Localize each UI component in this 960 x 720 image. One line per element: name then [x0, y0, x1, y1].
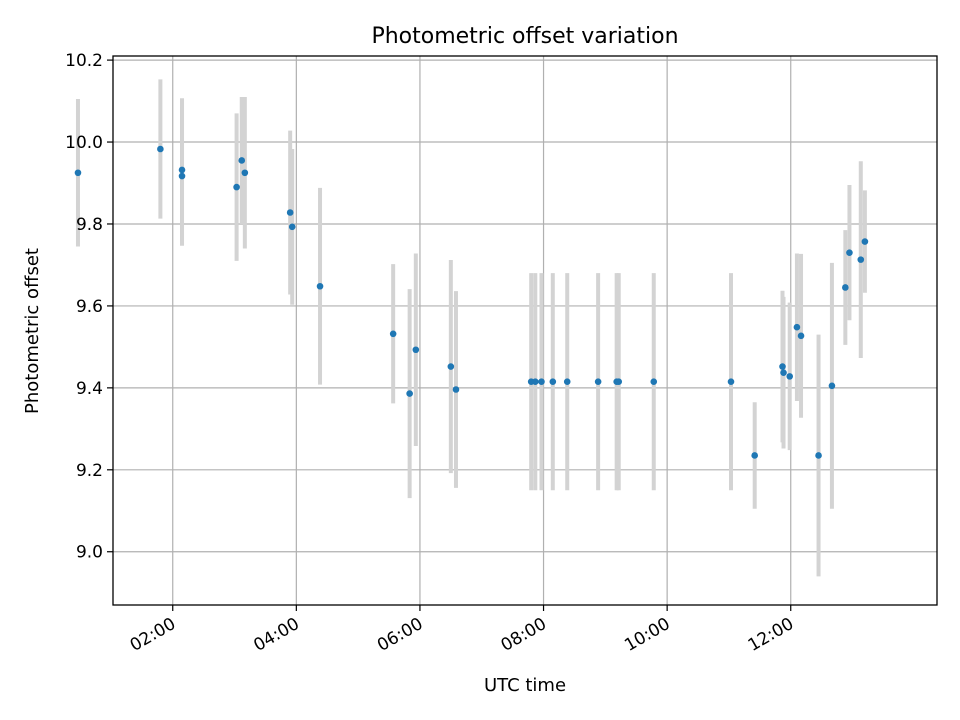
data-point [316, 282, 324, 290]
data-point [751, 452, 758, 459]
data-point [857, 256, 865, 263]
data-point [74, 169, 82, 177]
x-tick-label: 06:00 [374, 614, 426, 656]
y-axis-label: Photometric offset [22, 248, 43, 414]
y-tick-label: 9.2 [76, 461, 103, 481]
x-tick-label: 02:00 [127, 614, 179, 656]
data-point [842, 284, 849, 291]
data-point [815, 452, 822, 459]
x-tick-label: 04:00 [250, 614, 302, 656]
data-point [549, 378, 557, 386]
data-point [793, 323, 801, 331]
data-point [532, 378, 539, 386]
data-point [594, 378, 602, 386]
data-point [241, 169, 249, 177]
data-point [779, 363, 786, 370]
plot-frame [112, 55, 938, 606]
y-tick-label: 10.0 [65, 133, 103, 153]
data-point [846, 249, 853, 256]
data-point [157, 145, 164, 153]
y-tick-label: 9.4 [76, 379, 103, 399]
y-tick-label: 9.8 [76, 215, 103, 235]
data-point [406, 390, 413, 397]
data-point [786, 373, 794, 380]
data-point [447, 363, 455, 370]
x-tick-label: 12:00 [745, 614, 797, 656]
data-point [452, 386, 460, 393]
data-point [178, 172, 186, 180]
chart-title: Photometric offset variation [371, 24, 678, 49]
data-point [828, 382, 836, 390]
data-point [780, 369, 787, 376]
x-tick-label: 08:00 [498, 614, 550, 656]
data-point [238, 157, 246, 164]
data-point [233, 183, 240, 191]
data-point [178, 166, 186, 174]
data-point [861, 238, 869, 245]
data-point [288, 223, 296, 231]
point-layer [74, 145, 869, 459]
data-point [727, 378, 735, 386]
data-point [389, 330, 397, 338]
data-point [412, 346, 420, 354]
data-point [563, 378, 571, 386]
error-bar-layer [75, 79, 867, 577]
y-tick-label: 9.6 [76, 297, 103, 317]
data-point [286, 209, 294, 216]
data-point [650, 378, 658, 386]
data-point [615, 378, 623, 386]
x-axis-label: UTC time [484, 675, 566, 696]
data-point [538, 378, 545, 386]
y-tick-label: 10.2 [65, 51, 103, 71]
x-tick-label: 10:00 [621, 614, 673, 656]
y-tick-label: 9.0 [76, 543, 103, 563]
data-point [797, 332, 805, 340]
